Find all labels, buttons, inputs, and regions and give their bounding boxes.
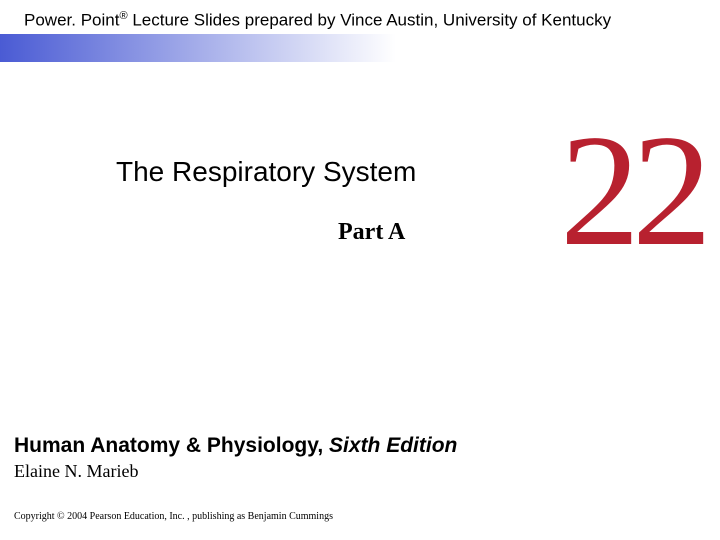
- registered-mark: ®: [119, 10, 127, 22]
- copyright-notice: Copyright © 2004 Pearson Education, Inc.…: [14, 511, 333, 522]
- book-title-prefix: Human Anatomy & Physiology,: [14, 434, 329, 457]
- book-title: Human Anatomy & Physiology, Sixth Editio…: [14, 434, 457, 458]
- header-prefix: Power. Point: [24, 11, 119, 30]
- part-label: Part A: [338, 219, 405, 246]
- header-suffix: Lecture Slides prepared by Vince Austin,…: [128, 11, 612, 30]
- chapter-number: 22: [560, 110, 704, 270]
- gradient-accent-bar: [0, 34, 720, 62]
- header-attribution: Power. Point® Lecture Slides prepared by…: [24, 10, 611, 31]
- slide-title: The Respiratory System: [116, 156, 416, 188]
- book-edition: Sixth Edition: [329, 434, 457, 457]
- author-name: Elaine N. Marieb: [14, 461, 138, 482]
